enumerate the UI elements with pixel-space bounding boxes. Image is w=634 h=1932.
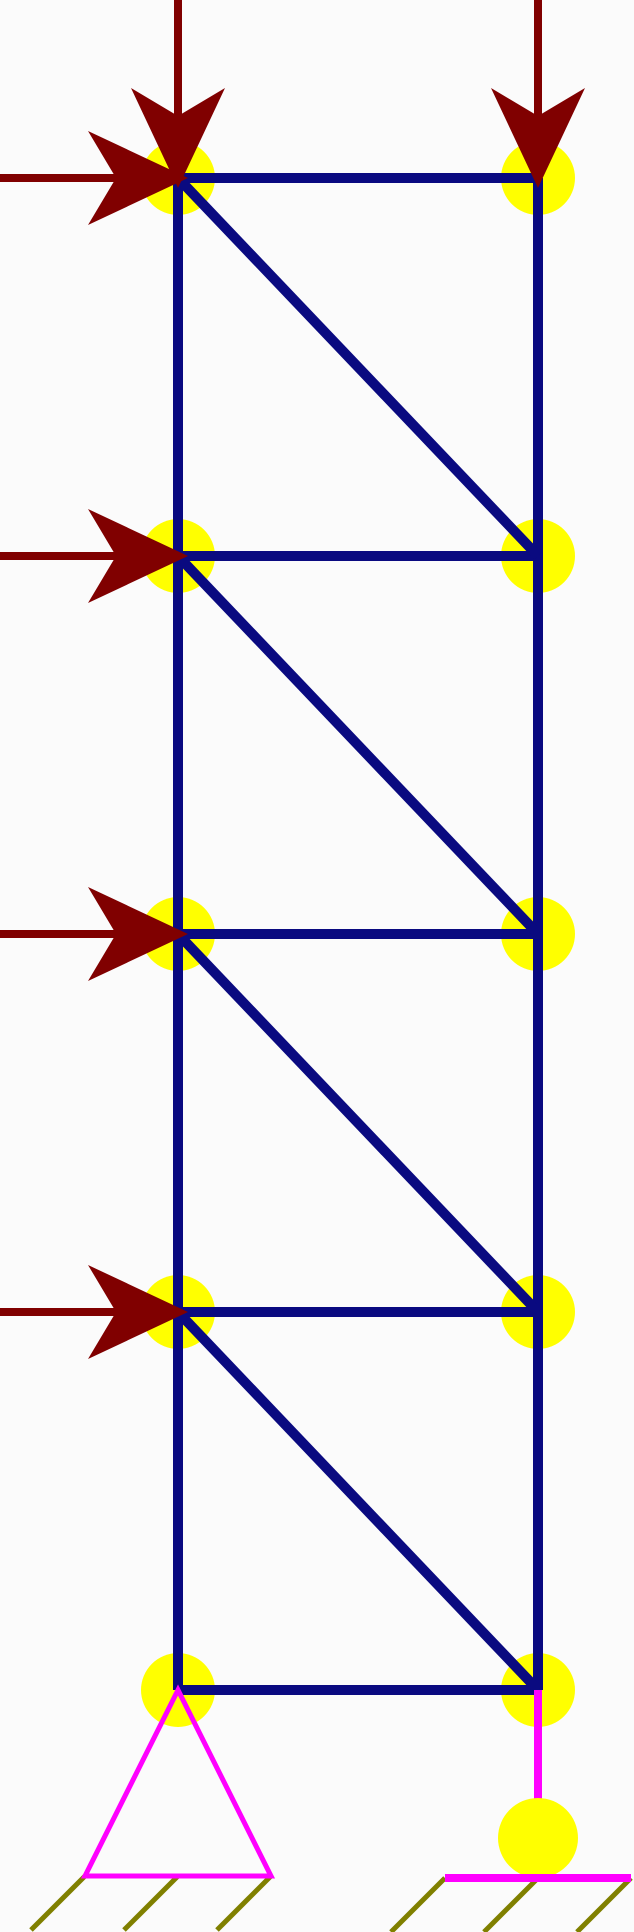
member-l3-r2 <box>174 552 542 938</box>
ground-hatch-pin-2 <box>215 1874 273 1932</box>
load-arrow-down-head-0 <box>131 88 225 188</box>
load-arrow-right-head-4 <box>88 887 188 981</box>
members <box>173 173 543 1695</box>
pin-support <box>80 1684 276 1879</box>
member-l1-r0 <box>174 1308 542 1694</box>
load-arrow-right-head-3 <box>88 509 188 603</box>
load-arrow-down-head-1 <box>491 88 585 188</box>
loads <box>0 0 585 1359</box>
ground-hatch-roller-0 <box>389 1876 447 1932</box>
ground-hatch-pin-1 <box>122 1874 180 1932</box>
load-arrow-right-head-2 <box>88 131 188 225</box>
member-l2-r1 <box>174 930 542 1316</box>
ground-hatching <box>29 1874 633 1932</box>
roller-wheel <box>498 1798 578 1878</box>
ground-hatch-roller-1 <box>482 1876 540 1932</box>
ground-hatch-roller-2 <box>575 1876 633 1932</box>
supports <box>80 1684 631 1882</box>
member-l4-r3 <box>174 174 542 560</box>
load-arrow-right-head-5 <box>88 1265 188 1359</box>
ground-hatch-pin-0 <box>29 1874 87 1932</box>
